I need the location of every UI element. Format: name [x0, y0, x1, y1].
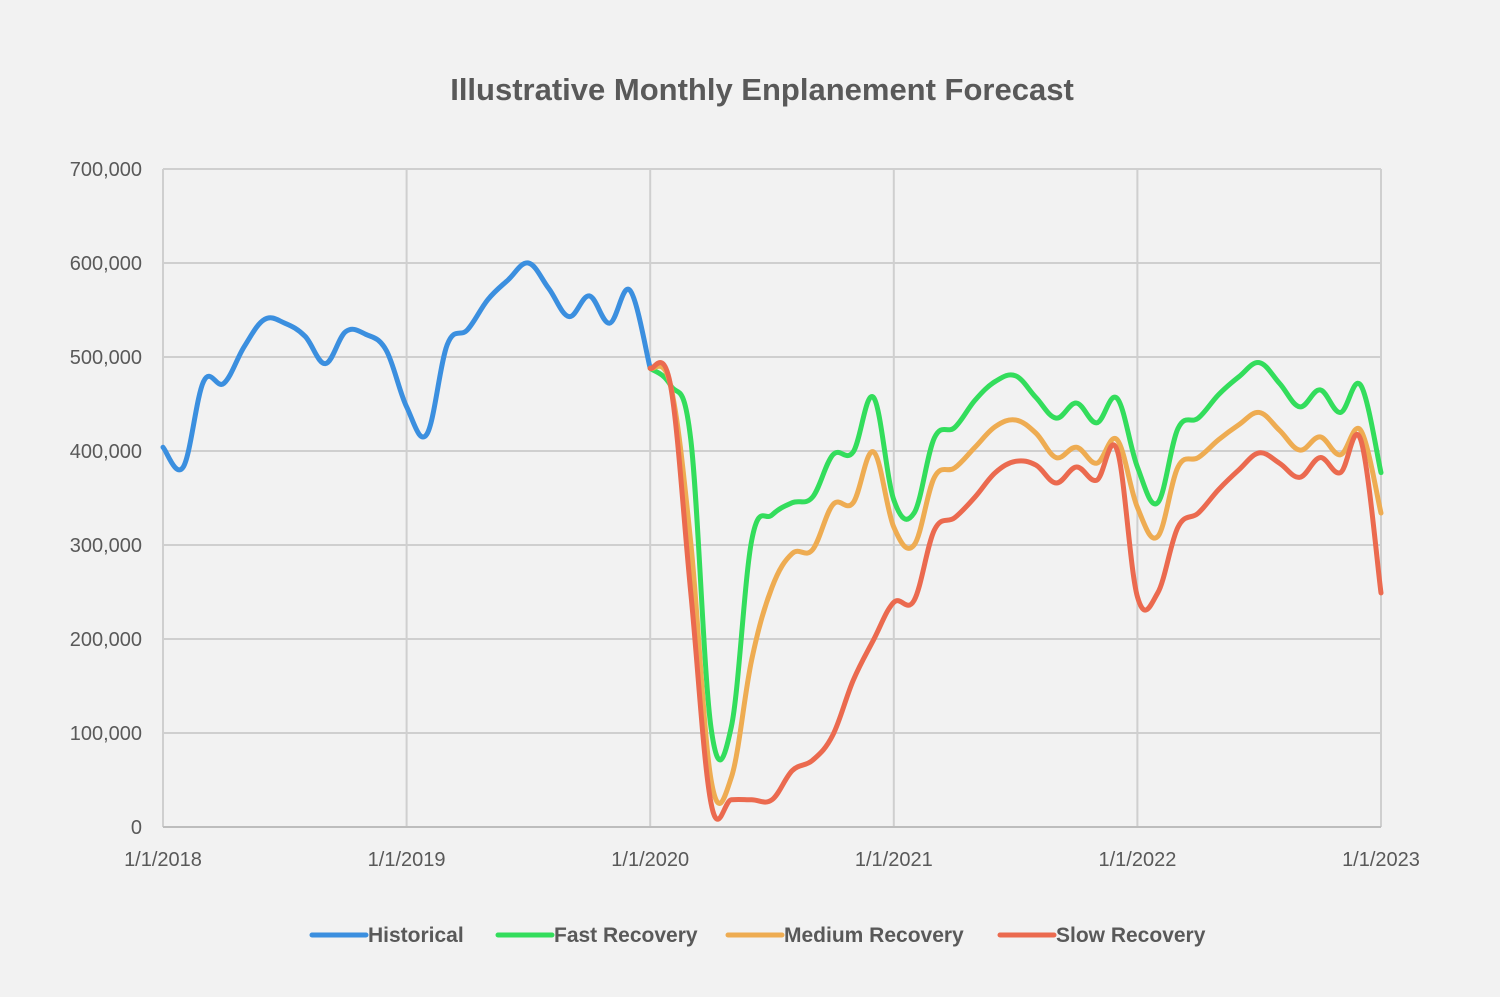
- legend-item-fast-recovery: Fast Recovery: [495, 924, 698, 947]
- series-line-historical: [160, 260, 653, 473]
- series-line-slow-recovery: [647, 360, 1384, 822]
- x-tick-label: 1/1/2020: [611, 849, 689, 871]
- legend-label: Slow Recovery: [1056, 924, 1206, 947]
- x-tick-label: 1/1/2022: [1098, 849, 1176, 871]
- legend-item-historical: Historical: [309, 924, 464, 947]
- y-tick-label: 500,000: [70, 347, 142, 369]
- y-tick-label: 100,000: [70, 723, 142, 745]
- y-tick-label: 0: [131, 817, 142, 839]
- legend-item-slow-recovery: Slow Recovery: [997, 924, 1206, 947]
- series-line-fast-recovery: [647, 360, 1384, 763]
- legend-label: Fast Recovery: [554, 924, 698, 947]
- legend-label: Historical: [368, 924, 464, 947]
- y-tick-label: 600,000: [70, 253, 142, 275]
- y-tick-label: 700,000: [70, 159, 142, 181]
- legend-label: Medium Recovery: [784, 924, 964, 947]
- x-tick-label: 1/1/2018: [124, 849, 202, 871]
- series-line-medium-recovery: [647, 363, 1384, 806]
- y-tick-label: 300,000: [70, 535, 142, 557]
- y-tick-label: 200,000: [70, 629, 142, 651]
- x-tick-label: 1/1/2021: [855, 849, 933, 871]
- x-tick-label: 1/1/2019: [368, 849, 446, 871]
- chart-title: Illustrative Monthly Enplanement Forecas…: [450, 72, 1074, 107]
- legend-item-medium-recovery: Medium Recovery: [725, 924, 964, 947]
- x-tick-label: 1/1/2023: [1342, 849, 1420, 871]
- y-tick-label: 400,000: [70, 441, 142, 463]
